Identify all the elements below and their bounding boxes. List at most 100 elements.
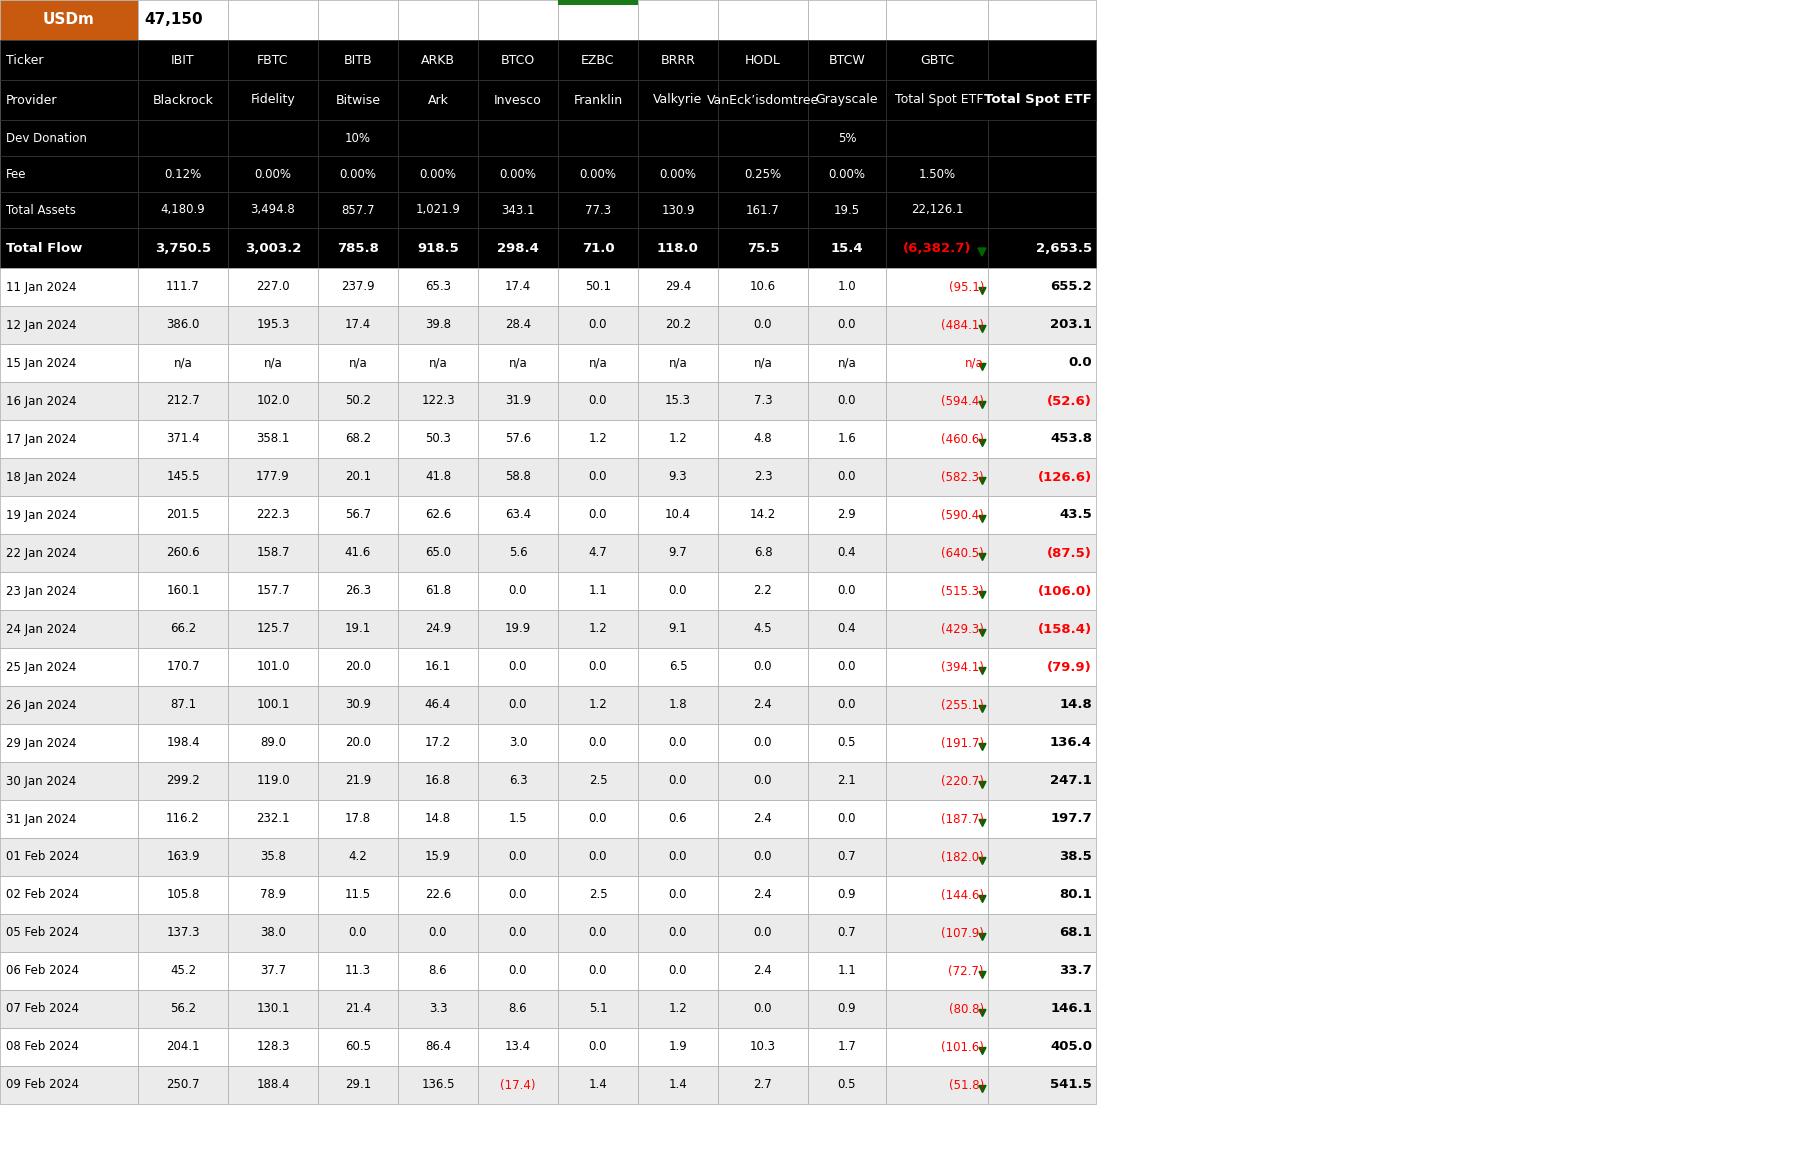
Bar bbox=[558, 648, 637, 686]
Text: 2.4: 2.4 bbox=[753, 965, 773, 978]
Text: 6.3: 6.3 bbox=[509, 774, 527, 788]
Text: 0.0: 0.0 bbox=[588, 737, 606, 750]
Bar bbox=[558, 0, 637, 40]
Text: 17.2: 17.2 bbox=[424, 737, 451, 750]
Bar bbox=[637, 952, 718, 991]
Text: 0.0: 0.0 bbox=[1069, 356, 1092, 369]
Bar bbox=[397, 345, 478, 382]
Bar bbox=[227, 534, 318, 572]
Bar bbox=[0, 686, 137, 724]
Polygon shape bbox=[978, 667, 986, 674]
Text: 201.5: 201.5 bbox=[166, 509, 200, 521]
Text: 2.2: 2.2 bbox=[753, 584, 773, 597]
Bar bbox=[886, 0, 987, 40]
Bar bbox=[718, 1066, 807, 1103]
Text: 08 Feb 2024: 08 Feb 2024 bbox=[5, 1041, 79, 1053]
Polygon shape bbox=[978, 248, 986, 256]
Text: 16.1: 16.1 bbox=[424, 660, 451, 674]
Bar bbox=[137, 80, 227, 120]
Text: IBIT: IBIT bbox=[171, 54, 195, 66]
Text: 2.4: 2.4 bbox=[753, 698, 773, 711]
Text: (79.9): (79.9) bbox=[1047, 660, 1092, 674]
Bar bbox=[637, 534, 718, 572]
Bar bbox=[886, 1066, 987, 1103]
Text: (640.5): (640.5) bbox=[940, 547, 984, 560]
Text: (52.6): (52.6) bbox=[1047, 395, 1092, 407]
Text: 38.0: 38.0 bbox=[260, 927, 285, 939]
Bar bbox=[0, 192, 137, 228]
Bar bbox=[0, 420, 137, 457]
Text: Ark: Ark bbox=[428, 93, 448, 106]
Text: 4.7: 4.7 bbox=[588, 547, 606, 560]
Text: 0.0: 0.0 bbox=[753, 737, 773, 750]
Bar bbox=[397, 192, 478, 228]
Text: 405.0: 405.0 bbox=[1049, 1041, 1092, 1053]
Bar bbox=[807, 572, 886, 610]
Polygon shape bbox=[978, 1009, 986, 1016]
Bar bbox=[227, 80, 318, 120]
Text: 161.7: 161.7 bbox=[745, 204, 780, 217]
Bar bbox=[886, 420, 987, 457]
Bar bbox=[807, 120, 886, 156]
Text: 8.6: 8.6 bbox=[428, 965, 448, 978]
Bar bbox=[807, 914, 886, 952]
Bar bbox=[987, 306, 1096, 345]
Bar bbox=[807, 156, 886, 192]
Text: 0.0: 0.0 bbox=[588, 470, 606, 483]
Bar bbox=[807, 648, 886, 686]
Bar bbox=[397, 420, 478, 457]
Text: 0.4: 0.4 bbox=[838, 547, 856, 560]
Bar bbox=[558, 952, 637, 991]
Bar bbox=[478, 156, 558, 192]
Bar bbox=[397, 952, 478, 991]
Bar bbox=[0, 724, 137, 762]
Bar bbox=[397, 156, 478, 192]
Bar bbox=[718, 952, 807, 991]
Text: 0.0: 0.0 bbox=[668, 774, 688, 788]
Bar bbox=[137, 534, 227, 572]
Text: 09 Feb 2024: 09 Feb 2024 bbox=[5, 1079, 79, 1092]
Text: 0.0: 0.0 bbox=[753, 851, 773, 864]
Text: 0.0: 0.0 bbox=[588, 965, 606, 978]
Polygon shape bbox=[978, 895, 986, 902]
Bar bbox=[718, 724, 807, 762]
Text: 1.0: 1.0 bbox=[838, 281, 856, 293]
Bar bbox=[478, 268, 558, 306]
Bar bbox=[137, 40, 227, 80]
Text: 10.4: 10.4 bbox=[664, 509, 691, 521]
Bar bbox=[886, 876, 987, 914]
Bar bbox=[886, 120, 987, 156]
Text: (87.5): (87.5) bbox=[1047, 547, 1092, 560]
Text: 136.5: 136.5 bbox=[421, 1079, 455, 1092]
Text: 170.7: 170.7 bbox=[166, 660, 200, 674]
Text: FBTC: FBTC bbox=[256, 54, 289, 66]
Bar bbox=[318, 192, 397, 228]
Text: 260.6: 260.6 bbox=[166, 547, 200, 560]
Text: n/a: n/a bbox=[838, 356, 856, 369]
Bar bbox=[558, 457, 637, 496]
Text: 14.2: 14.2 bbox=[749, 509, 776, 521]
Text: BITB: BITB bbox=[343, 54, 372, 66]
Bar bbox=[558, 80, 637, 120]
Text: 116.2: 116.2 bbox=[166, 812, 200, 825]
Text: 137.3: 137.3 bbox=[166, 927, 200, 939]
Text: 60.5: 60.5 bbox=[345, 1041, 370, 1053]
Text: 247.1: 247.1 bbox=[1051, 774, 1092, 788]
Bar bbox=[137, 382, 227, 420]
Text: 38.5: 38.5 bbox=[1060, 851, 1092, 864]
Bar bbox=[0, 1066, 137, 1103]
Text: 188.4: 188.4 bbox=[256, 1079, 289, 1092]
Bar bbox=[807, 534, 886, 572]
Bar bbox=[637, 1028, 718, 1066]
Text: 163.9: 163.9 bbox=[166, 851, 200, 864]
Bar bbox=[987, 991, 1096, 1028]
Bar bbox=[807, 40, 886, 80]
Text: n/a: n/a bbox=[668, 356, 688, 369]
Text: 1.1: 1.1 bbox=[838, 965, 856, 978]
Bar bbox=[478, 572, 558, 610]
Text: 0.4: 0.4 bbox=[838, 623, 856, 636]
Bar bbox=[558, 838, 637, 876]
Text: Grayscale: Grayscale bbox=[816, 93, 877, 106]
Bar bbox=[227, 496, 318, 534]
Bar bbox=[318, 838, 397, 876]
